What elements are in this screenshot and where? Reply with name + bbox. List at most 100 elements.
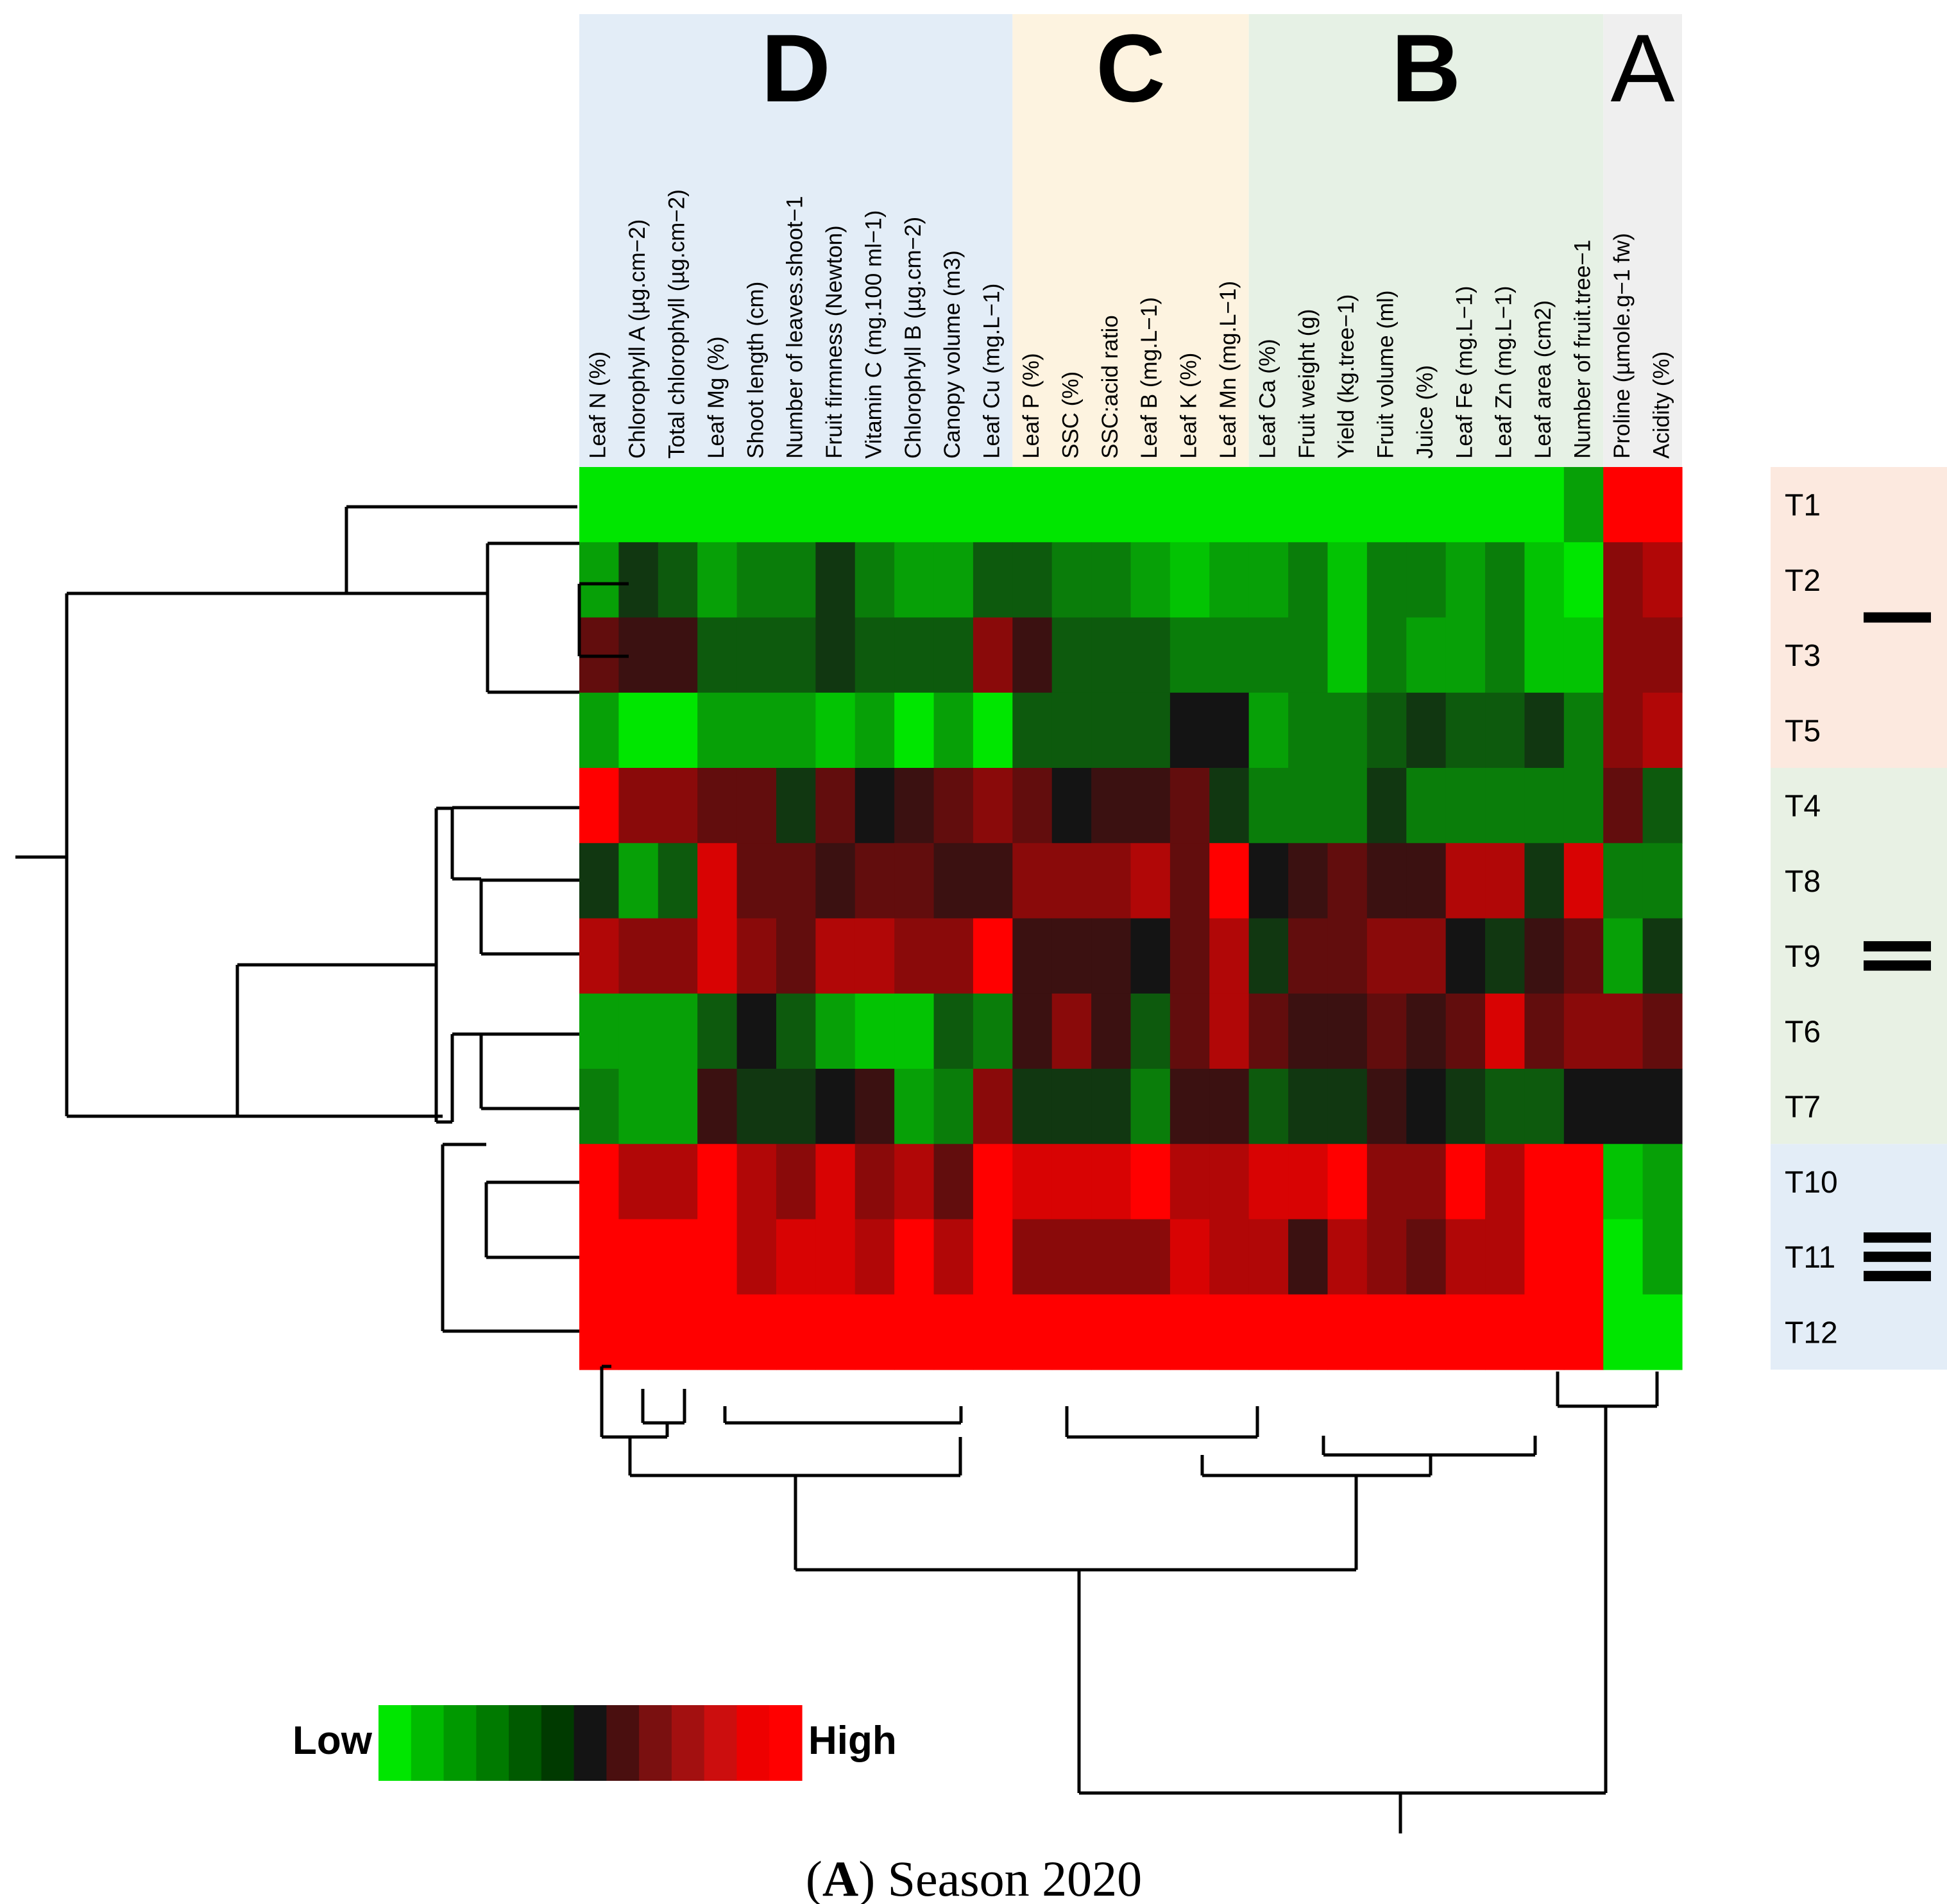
heatmap-cell (1209, 843, 1250, 919)
heatmap-cell (894, 467, 935, 543)
heatmap-cell (1130, 768, 1171, 844)
column-label: Canopy volume (m3) (940, 250, 965, 459)
heatmap-cell (1248, 467, 1289, 543)
heatmap-cell (1406, 467, 1447, 543)
column-label: Chlorophyll B (µg.cm−2) (901, 217, 926, 459)
heatmap-cell (1563, 467, 1604, 543)
heatmap-cell (697, 467, 738, 543)
heatmap-cell (854, 993, 895, 1069)
heatmap-cell (618, 467, 659, 543)
column-label: Proline (µmole.g−1 fw) (1610, 233, 1635, 459)
column-group-label: D (761, 14, 830, 122)
row-label: T6 (1785, 1015, 1821, 1049)
heatmap-cell (776, 1069, 816, 1144)
heatmap-cell (1012, 1219, 1053, 1295)
heatmap-cell (1209, 692, 1250, 769)
heatmap-cell (1642, 1144, 1683, 1220)
heatmap-cell (618, 918, 659, 994)
heatmap-cell (1406, 1144, 1447, 1220)
heatmap-cell (1642, 993, 1683, 1069)
heatmap-cell (1524, 768, 1565, 844)
heatmap-cell (1445, 467, 1486, 543)
heatmap-cell (1485, 843, 1526, 919)
heatmap-cell (933, 1294, 974, 1370)
heatmap-cell (579, 1294, 619, 1370)
heatmap-cell (1603, 843, 1644, 919)
heatmap-cell (1642, 1069, 1683, 1144)
heatmap-cell (1169, 993, 1210, 1069)
heatmap-cell (1012, 1294, 1053, 1370)
row-label: T1 (1785, 489, 1821, 523)
column-label: Leaf N (%) (586, 352, 611, 459)
heatmap-cell (1051, 843, 1092, 919)
heatmap-cell (933, 918, 974, 994)
heatmap-cell (776, 1294, 816, 1370)
heatmap-cell (579, 993, 619, 1069)
heatmap-cell (1563, 692, 1604, 769)
heatmap-cell (776, 1144, 816, 1220)
heatmap-cell (1445, 993, 1486, 1069)
heatmap-cell (1524, 1294, 1565, 1370)
heatmap-cell (815, 467, 856, 543)
heatmap-cell (736, 918, 777, 994)
heatmap-cell (1327, 1144, 1368, 1220)
heatmap-cell (658, 467, 698, 543)
heatmap-cell (854, 1219, 895, 1295)
heatmap-cell (1012, 843, 1053, 919)
heatmap-cell (1603, 1219, 1644, 1295)
column-label: Leaf Ca (%) (1255, 339, 1280, 459)
row-labels: T1 T2 T3 T5 T4 T8 T9 T6 T7 T10 T11 T12 (1785, 489, 1838, 1350)
column-label: Leaf Zn (mg.L−1) (1492, 286, 1517, 459)
heatmap-cell (697, 1069, 738, 1144)
heatmap-cell (1130, 1219, 1171, 1295)
caption-title: ) Season 2020 (858, 1851, 1142, 1904)
column-label: Yield (kg.tree−1) (1334, 294, 1359, 459)
heatmap-cell (1169, 1219, 1210, 1295)
heatmap-cell (1288, 1069, 1329, 1144)
heatmap-cell (1642, 1219, 1683, 1295)
heatmap-cell (1524, 1144, 1565, 1220)
heatmap-cell (1051, 1069, 1092, 1144)
cluster-marker-bar (1864, 941, 1931, 952)
heatmap-cell (1012, 918, 1053, 994)
heatmap-cell (1406, 918, 1447, 994)
caption-letter: A (822, 1851, 858, 1904)
heatmap-cell (1485, 918, 1526, 994)
heatmap-cell (579, 1144, 619, 1220)
heatmap-cell (1209, 768, 1250, 844)
heatmap-cell (1603, 467, 1644, 543)
heatmap-cell (579, 843, 619, 919)
heatmap-cell (1248, 1069, 1289, 1144)
heatmap-cell (1327, 1219, 1368, 1295)
heatmap-cell (933, 1219, 974, 1295)
heatmap-cell (1288, 1144, 1329, 1220)
heatmap-cell (1366, 617, 1407, 693)
heatmap-cell (973, 1144, 1013, 1220)
heatmap-cell (1524, 843, 1565, 919)
heatmap-cell (1051, 617, 1092, 693)
heatmap-cell (933, 768, 974, 844)
heatmap-cell (1288, 768, 1329, 844)
heatmap-cell (1406, 617, 1447, 693)
heatmap-cell (776, 467, 816, 543)
heatmap-cell (618, 1294, 659, 1370)
legend-high-label: High (808, 1719, 897, 1763)
heatmap-cell (658, 918, 698, 994)
heatmap-cell (1366, 1294, 1407, 1370)
heatmap-cell (1366, 1219, 1407, 1295)
heatmap-cell (1603, 542, 1644, 618)
legend-swatch (671, 1705, 705, 1781)
heatmap-cell (894, 768, 935, 844)
heatmap-cell (1327, 768, 1368, 844)
heatmap-cell (658, 692, 698, 769)
heatmap-cell (1366, 692, 1407, 769)
heatmap-cell (697, 692, 738, 769)
heatmap-cell (973, 918, 1013, 994)
heatmap-cell (1091, 918, 1132, 994)
heatmap-cell (1485, 993, 1526, 1069)
heatmap-cell (697, 1219, 738, 1295)
heatmap-cell (973, 692, 1013, 769)
heatmap-cell (854, 467, 895, 543)
heatmap-cell (815, 692, 856, 769)
